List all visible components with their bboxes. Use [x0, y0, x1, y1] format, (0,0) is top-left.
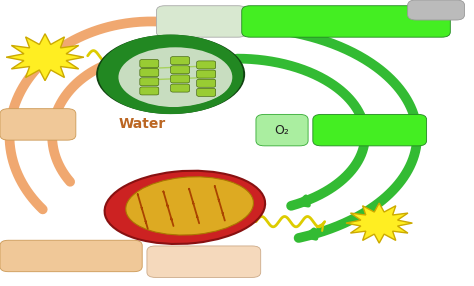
FancyBboxPatch shape — [140, 78, 159, 86]
FancyBboxPatch shape — [156, 6, 246, 37]
FancyBboxPatch shape — [256, 114, 308, 146]
FancyBboxPatch shape — [197, 70, 216, 78]
FancyBboxPatch shape — [0, 109, 76, 140]
FancyBboxPatch shape — [408, 0, 465, 20]
FancyBboxPatch shape — [171, 57, 190, 65]
FancyBboxPatch shape — [197, 61, 216, 69]
Text: Water: Water — [118, 118, 166, 131]
FancyBboxPatch shape — [242, 6, 450, 37]
Ellipse shape — [97, 36, 244, 113]
FancyBboxPatch shape — [140, 87, 159, 95]
Polygon shape — [6, 34, 84, 81]
Text: O₂: O₂ — [274, 124, 290, 137]
Ellipse shape — [126, 177, 254, 235]
FancyBboxPatch shape — [197, 79, 216, 87]
Ellipse shape — [118, 47, 232, 107]
Ellipse shape — [105, 171, 265, 244]
FancyBboxPatch shape — [140, 69, 159, 77]
FancyBboxPatch shape — [171, 84, 190, 92]
FancyBboxPatch shape — [140, 59, 159, 67]
FancyBboxPatch shape — [171, 75, 190, 83]
FancyBboxPatch shape — [0, 240, 142, 272]
FancyBboxPatch shape — [147, 246, 261, 277]
FancyBboxPatch shape — [197, 88, 216, 96]
FancyBboxPatch shape — [313, 114, 427, 146]
FancyBboxPatch shape — [171, 66, 190, 74]
Polygon shape — [346, 203, 412, 243]
